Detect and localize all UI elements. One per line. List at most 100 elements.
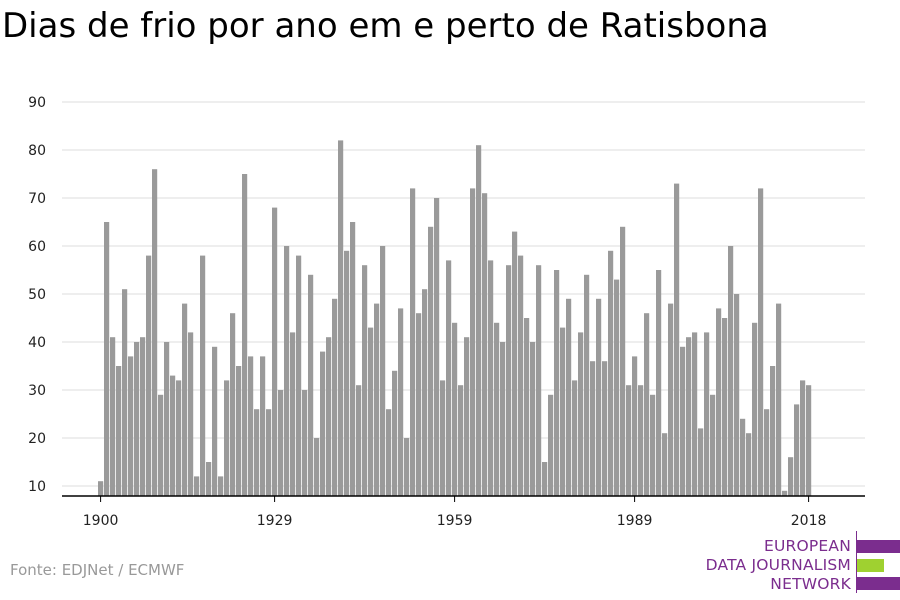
bar-2016 [794,404,800,496]
bar-2000 [698,428,704,496]
bar-1945 [368,327,374,496]
bar-1903 [116,366,122,496]
bar-1958 [446,260,452,496]
bar-1921 [224,380,230,496]
bar-1966 [494,322,500,496]
bar-1915 [188,332,194,496]
bar-1909 [152,169,158,496]
logo-line-3: NETWORK [770,575,851,593]
bar-1980 [578,332,584,496]
bar-1991 [644,313,650,496]
bar-1923 [236,366,242,496]
bars [98,140,812,497]
bar-1959 [452,322,458,496]
bar-1985 [608,250,614,496]
bar-1913 [176,380,182,496]
logo-line-2: DATA JOURNALISM [705,556,851,574]
bar-1920 [218,476,224,496]
bar-1932 [290,332,296,496]
y-tick-label: 60 [28,239,46,255]
bar-1910 [158,394,164,496]
bar-1978 [566,298,572,496]
bar-1935 [308,274,314,496]
bar-1944 [362,265,368,496]
bar-1939 [332,298,338,496]
bar-1954 [422,289,428,496]
y-tick-label: 30 [28,383,46,399]
x-tick-label: 1900 [83,513,119,529]
bar-1995 [668,303,674,496]
bar-1994 [662,433,668,496]
bar-1986 [614,279,620,496]
bar-2008 [746,433,752,496]
bar-1928 [266,409,272,496]
logo-divider [856,531,857,593]
bar-1917 [200,255,206,496]
bar-1914 [182,303,188,496]
logo-text: EUROPEAN DATA JOURNALISM NETWORK [706,537,851,594]
x-tick-label: 1989 [617,513,653,529]
bar-1930 [278,390,284,496]
bar-1947 [380,246,386,496]
bar-1961 [464,337,470,496]
bar-1987 [620,226,626,497]
y-tick-label: 80 [28,143,46,159]
x-axis-ticks: 1900 1929 1959 1989 2018 [83,496,827,529]
bar-2003 [716,308,722,496]
bar-1937 [320,351,326,496]
bar-1962 [470,188,476,496]
bar-1952 [410,188,416,496]
bar-2005 [728,246,734,496]
bar-1929 [272,207,278,496]
bar-1931 [284,246,290,496]
y-tick-label: 90 [28,95,46,111]
bar-1982 [590,361,596,496]
bar-1990 [638,385,644,496]
x-tick-label: 2018 [791,513,827,529]
bar-1905 [128,356,134,496]
bar-1946 [374,303,380,496]
bar-1916 [194,476,200,496]
bar-1989 [632,356,638,496]
bar-1979 [572,380,578,496]
bar-1974 [542,462,548,496]
bar-2014 [782,490,788,496]
bar-1942 [350,222,356,496]
bar-1911 [164,342,170,496]
bar-1918 [206,462,212,496]
bar-1933 [296,255,302,496]
bar-1941 [344,250,350,496]
bar-1957 [440,380,446,496]
bar-1976 [554,270,560,496]
y-tick-label: 10 [28,479,46,495]
logo-bar-middle [857,559,884,572]
x-tick-label: 1959 [437,513,473,529]
bar-1956 [434,198,440,496]
bar-1908 [146,255,152,496]
bar-1904 [122,289,128,496]
logo-line-1: EUROPEAN [763,537,851,555]
bar-1988 [626,385,632,496]
bar-1973 [536,265,542,496]
bar-1998 [686,337,692,496]
bar-1960 [458,385,464,496]
bar-2010 [758,188,764,496]
bar-1953 [416,313,422,496]
bar-1940 [338,140,344,496]
bar-1968 [506,265,512,496]
bar-1992 [650,394,656,496]
bar-1906 [134,342,140,496]
bar-chart: 10 20 30 40 50 60 70 80 90 1900 1929 1959 1989 2018 [28,95,865,529]
bar-1977 [560,327,566,496]
bar-1901 [104,222,110,496]
bar-2002 [710,394,716,496]
bar-2006 [734,294,740,496]
bar-1926 [254,409,260,496]
bar-1984 [602,361,608,496]
bar-1925 [248,356,254,496]
bar-2009 [752,322,758,496]
x-tick-label: 1929 [257,513,293,529]
source-note: Fonte: EDJNet / ECMWF [10,561,185,579]
bar-1948 [386,409,392,496]
bar-1934 [302,390,308,496]
